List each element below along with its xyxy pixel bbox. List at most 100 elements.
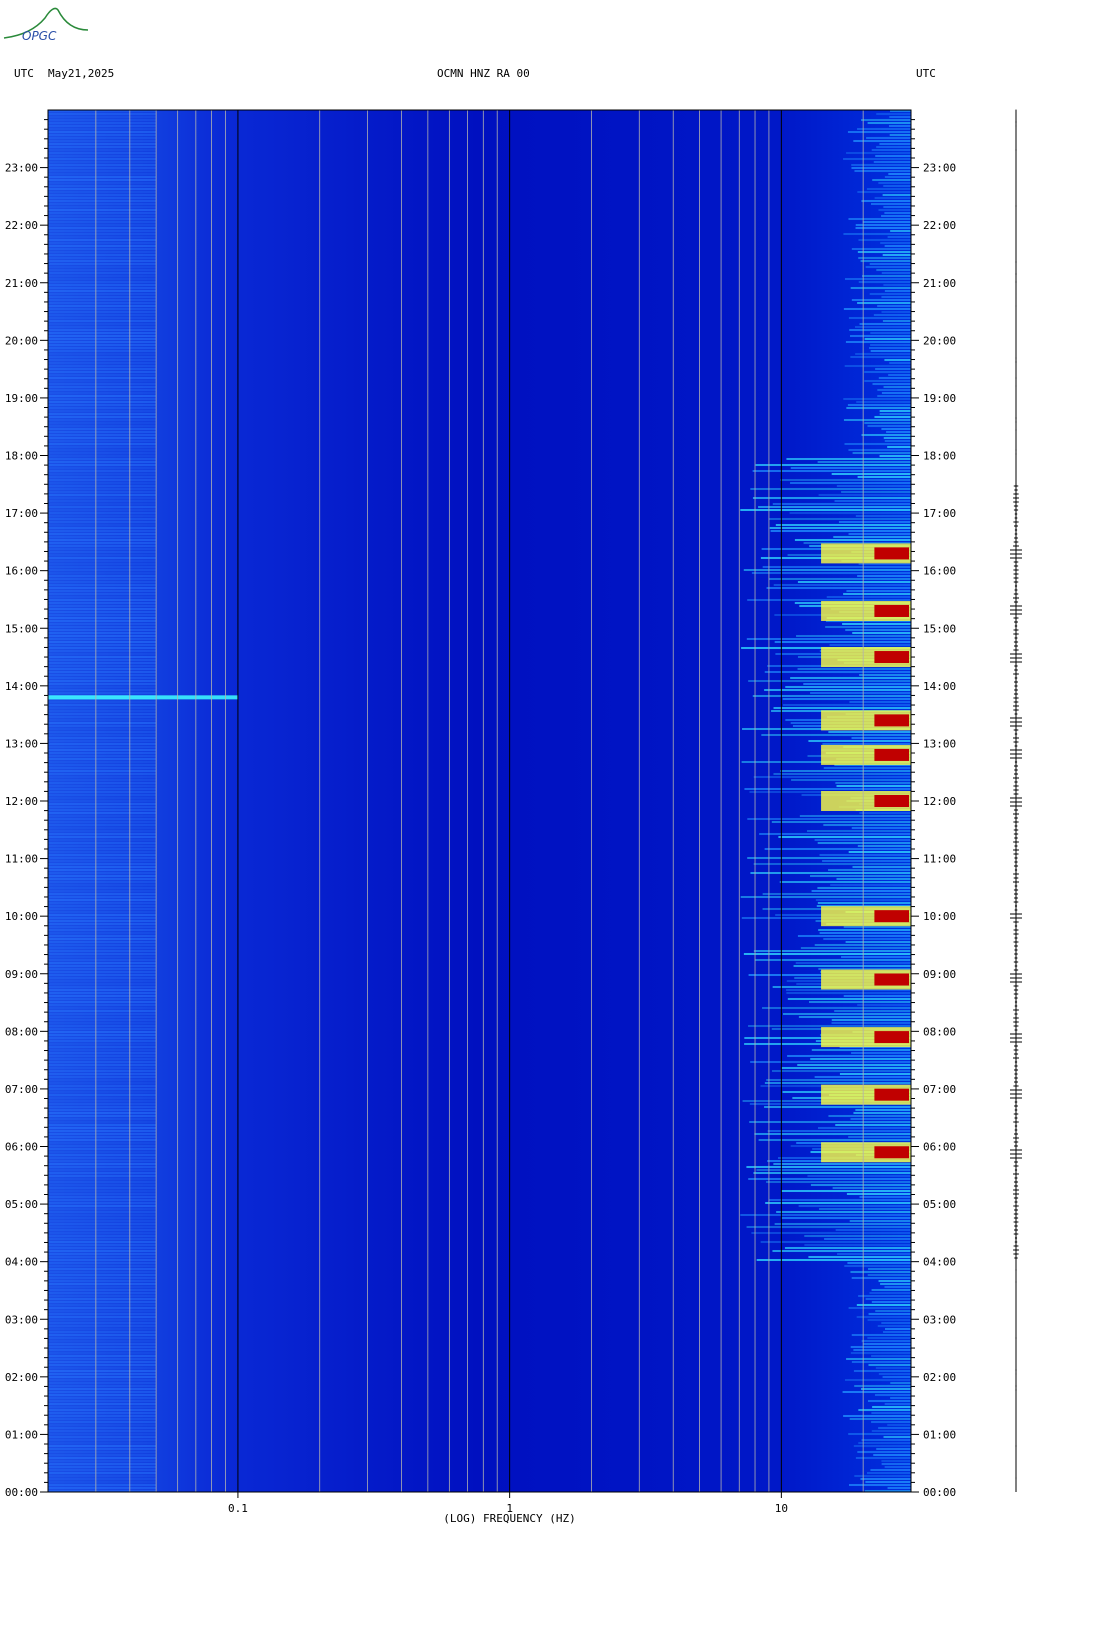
high-freq-streak bbox=[784, 1247, 911, 1249]
high-freq-streak bbox=[876, 146, 911, 148]
low-freq-streak bbox=[48, 1178, 157, 1180]
low-freq-streak bbox=[48, 269, 157, 271]
low-freq-streak bbox=[48, 386, 157, 388]
low-freq-streak bbox=[48, 704, 157, 706]
low-freq-streak bbox=[48, 335, 157, 337]
high-freq-streak bbox=[879, 455, 911, 457]
high-freq-streak bbox=[866, 137, 911, 139]
high-freq-streak bbox=[878, 209, 911, 211]
high-freq-streak bbox=[833, 536, 911, 538]
low-freq-streak bbox=[48, 506, 157, 508]
y-tick-label-right: 12:00 bbox=[923, 795, 956, 808]
high-freq-streak bbox=[880, 1283, 911, 1285]
high-freq-streak bbox=[762, 1007, 911, 1009]
low-freq-streak bbox=[48, 533, 157, 535]
low-freq-streak bbox=[48, 1277, 157, 1279]
high-freq-streak bbox=[877, 1325, 911, 1327]
high-freq-streak bbox=[848, 533, 911, 535]
high-freq-streak bbox=[848, 1433, 911, 1435]
high-freq-streak bbox=[861, 1340, 911, 1342]
high-freq-streak bbox=[760, 1241, 911, 1243]
low-freq-streak bbox=[48, 362, 157, 364]
low-freq-streak bbox=[48, 1181, 157, 1183]
y-tick-label-left: 22:00 bbox=[5, 219, 38, 232]
low-freq-streak bbox=[48, 650, 157, 652]
high-freq-streak bbox=[852, 632, 911, 634]
high-freq-streak bbox=[884, 245, 911, 247]
high-freq-streak bbox=[883, 284, 911, 286]
high-freq-streak bbox=[791, 779, 911, 781]
high-freq-streak bbox=[867, 122, 911, 124]
low-freq-streak bbox=[48, 458, 157, 460]
high-freq-streak bbox=[780, 479, 911, 481]
high-freq-streak bbox=[878, 377, 911, 379]
low-freq-streak bbox=[48, 914, 157, 916]
high-freq-streak bbox=[868, 1364, 911, 1366]
low-freq-streak bbox=[48, 980, 157, 982]
high-freq-streak bbox=[796, 635, 911, 637]
high-freq-streak bbox=[790, 482, 911, 484]
low-freq-streak bbox=[48, 965, 157, 967]
low-freq-streak bbox=[48, 959, 157, 961]
high-freq-streak bbox=[828, 731, 911, 733]
high-freq-streak bbox=[818, 494, 911, 496]
low-freq-streak bbox=[48, 632, 157, 634]
low-freq-streak bbox=[48, 485, 157, 487]
high-freq-streak bbox=[851, 248, 911, 250]
low-freq-streak bbox=[48, 638, 157, 640]
low-freq-streak bbox=[48, 128, 157, 130]
high-freq-streak bbox=[743, 569, 911, 571]
y-tick-label-right: 09:00 bbox=[923, 968, 956, 981]
high-freq-streak bbox=[855, 224, 911, 226]
high-freq-streak bbox=[857, 128, 911, 130]
low-freq-streak bbox=[48, 470, 157, 472]
low-freq-streak bbox=[48, 689, 157, 691]
high-freq-streak bbox=[881, 428, 911, 430]
high-freq-streak bbox=[756, 1259, 911, 1261]
low-freq-streak bbox=[48, 1223, 157, 1225]
low-freq-streak bbox=[48, 227, 157, 229]
low-freq-streak bbox=[48, 1049, 157, 1051]
low-freq-streak bbox=[48, 515, 157, 517]
low-freq-streak bbox=[48, 1388, 157, 1390]
high-freq-streak bbox=[859, 812, 911, 814]
high-freq-streak bbox=[810, 1058, 911, 1060]
high-freq-streak bbox=[851, 1277, 911, 1279]
low-freq-streak bbox=[48, 1136, 157, 1138]
low-freq-streak bbox=[48, 1367, 157, 1369]
high-freq-streak bbox=[771, 821, 911, 823]
high-freq-streak bbox=[818, 1208, 911, 1210]
low-freq-streak bbox=[48, 443, 157, 445]
high-freq-streak bbox=[845, 941, 911, 943]
event-core bbox=[874, 748, 909, 761]
high-freq-streak bbox=[797, 1064, 911, 1066]
high-freq-streak bbox=[854, 1385, 911, 1387]
low-freq-streak bbox=[48, 740, 157, 742]
y-tick-label-right: 23:00 bbox=[923, 162, 956, 175]
low-freq-streak bbox=[48, 194, 157, 196]
high-freq-streak bbox=[850, 356, 911, 358]
low-freq-streak bbox=[48, 167, 157, 169]
low-freq-streak bbox=[48, 761, 157, 763]
low-freq-streak bbox=[48, 446, 157, 448]
low-freq-streak bbox=[48, 623, 157, 625]
low-freq-streak bbox=[48, 1265, 157, 1267]
high-freq-streak bbox=[787, 1055, 911, 1057]
low-freq-streak bbox=[48, 1073, 157, 1075]
y-tick-label-left: 06:00 bbox=[5, 1141, 38, 1154]
low-freq-streak bbox=[48, 1247, 157, 1249]
low-freq-streak bbox=[48, 1079, 157, 1081]
low-freq-streak bbox=[48, 218, 157, 220]
high-freq-streak bbox=[851, 1334, 911, 1336]
low-freq-streak bbox=[48, 536, 157, 538]
low-freq-streak bbox=[48, 281, 157, 283]
y-tick-label-right: 07:00 bbox=[923, 1083, 956, 1096]
low-freq-streak bbox=[48, 884, 157, 886]
low-freq-streak bbox=[48, 971, 157, 973]
low-freq-streak bbox=[48, 170, 157, 172]
low-freq-streak bbox=[48, 125, 157, 127]
low-freq-streak bbox=[48, 1139, 157, 1141]
low-freq-streak bbox=[48, 1340, 157, 1342]
low-freq-streak bbox=[48, 1121, 157, 1123]
